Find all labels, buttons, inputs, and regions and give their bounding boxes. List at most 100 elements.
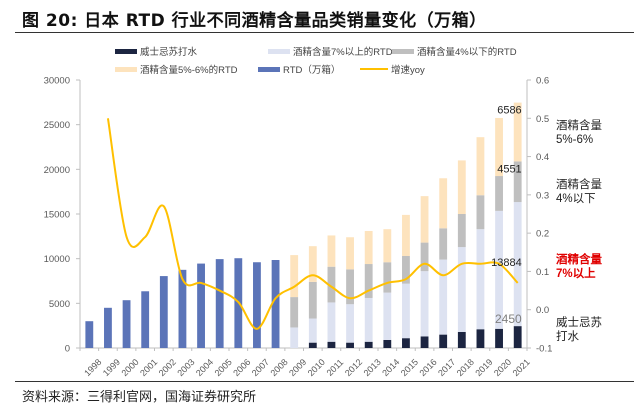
right-tick-label: -0.1 <box>536 344 552 355</box>
bar-whisky-soda <box>476 329 485 348</box>
bar-below4 <box>327 266 336 303</box>
figure-title: 图 20: 日本 RTD 行业不同酒精含量品类销量变化（万箱） <box>22 11 487 31</box>
x-tick-label: 2000 <box>119 357 140 378</box>
bar-below4 <box>495 176 503 211</box>
right-tick-label: 0.1 <box>536 267 549 278</box>
left-tick-label: 25000 <box>44 120 70 131</box>
chart: 0 5000 10000 15000 20000 25000 30000 -0.1 0.0 0.1… <box>44 76 553 379</box>
footer-divider <box>15 381 634 382</box>
bar-below4 <box>364 264 373 298</box>
right-tick-label: 0.6 <box>536 76 549 87</box>
bar-below4 <box>439 228 448 260</box>
bar-rtd <box>141 291 150 348</box>
left-tick-label: 10000 <box>44 254 70 265</box>
annotation-whisky: 威士忌苏 打水 <box>556 316 602 344</box>
bar-rtd <box>178 269 187 348</box>
legend-label-growth: 增速yoy <box>391 65 425 76</box>
bar-whisky-soda <box>402 338 410 348</box>
bar-mid5-6 <box>495 117 503 177</box>
legend-item-mid5_6: 酒精含量5%-6%的RTD <box>115 62 237 76</box>
data-label-below4: 4551 <box>497 163 521 175</box>
annotation-mid5-6-line1: 酒精含量 <box>556 120 602 132</box>
data-label-above7: 13884 <box>491 257 522 269</box>
bar-above7 <box>346 304 354 343</box>
bar-below4 <box>402 255 410 284</box>
bar-above7 <box>420 271 429 337</box>
annotation-below4: 酒精含量 4%以下 <box>556 178 602 206</box>
annotation-above7-line1: 酒精含量 <box>556 254 602 266</box>
legend-label-above7: 酒精含量7%以上的RTD <box>293 47 393 58</box>
bar-mid5-6 <box>308 246 317 282</box>
bar-below4 <box>346 269 354 305</box>
bar-rtd <box>271 260 280 348</box>
bar-rtd <box>122 300 131 348</box>
left-tick-label: 20000 <box>44 165 70 176</box>
x-tick-label: 2009 <box>287 357 308 378</box>
x-tick-label: 2010 <box>306 357 327 378</box>
bar-whisky-soda <box>327 341 336 348</box>
bar-mid5-6 <box>439 178 448 229</box>
bar-mid5-6 <box>513 102 522 162</box>
x-tick-label: 2012 <box>343 357 364 378</box>
bar-below4 <box>513 161 522 203</box>
bar-rtd <box>197 263 205 348</box>
legend-label-rtd: RTD（万箱） <box>283 65 341 76</box>
legend-swatch-above7 <box>268 48 290 54</box>
legend-item-whisky_soda: 威士忌苏打水 <box>115 44 197 58</box>
annotation-above7-line2: 7%以上 <box>556 268 596 280</box>
bar-above7 <box>308 318 317 343</box>
right-tick-label: 0.5 <box>536 114 549 125</box>
legend-swatch-whisky_soda <box>115 48 137 54</box>
x-tick-label: 2017 <box>436 357 457 378</box>
x-tick-label: 2016 <box>417 357 438 378</box>
left-tick-label: 30000 <box>44 76 70 87</box>
x-tick-label: 2021 <box>511 357 532 378</box>
legend-swatch-mid5_6 <box>115 66 137 72</box>
bar-rtd <box>85 321 94 348</box>
annotation-mid5-6: 酒精含量 5%-6% <box>556 119 602 147</box>
legend-swatch-below4 <box>392 48 414 54</box>
bar-whisky-soda <box>457 331 466 348</box>
bar-mid5-6 <box>420 196 429 243</box>
bar-mid5-6 <box>290 255 299 298</box>
annotation-below4-line1: 酒精含量 <box>556 179 602 191</box>
bar-rtd <box>215 259 224 348</box>
legend-item-below4: 酒精含量4%以下的RTD <box>392 44 517 58</box>
x-tick-label: 2013 <box>362 357 383 378</box>
data-label-mid5-6: 6586 <box>497 105 521 117</box>
bar-rtd <box>104 307 112 348</box>
bar-above7 <box>290 327 299 348</box>
bar-below4 <box>476 195 485 230</box>
source-note: 资料来源：三得利官网，国海证券研究所 <box>22 390 257 405</box>
right-tick-label: 0.4 <box>536 152 549 163</box>
x-tick-label: 2004 <box>194 357 215 378</box>
x-tick-label: 2020 <box>492 357 513 378</box>
annotation-whisky-line2: 打水 <box>556 331 579 343</box>
bar-above7 <box>513 202 522 327</box>
x-tick-label: 2008 <box>268 357 289 378</box>
legend-label-below4: 酒精含量4%以下的RTD <box>417 47 517 58</box>
bar-whisky-soda <box>346 342 354 348</box>
legend-item-growth: 增速yoy <box>360 62 425 76</box>
legend-label-whisky_soda: 威士忌苏打水 <box>140 47 198 58</box>
bar-whisky-soda <box>513 326 522 348</box>
x-tick-label: 2006 <box>231 357 252 378</box>
bar-whisky-soda <box>439 334 448 348</box>
x-tick-label: 2011 <box>325 357 346 378</box>
x-tick-label: 2002 <box>157 357 178 378</box>
legend-item-rtd: RTD（万箱） <box>258 62 340 76</box>
bar-whisky-soda <box>495 328 503 348</box>
right-tick-label: 0.3 <box>536 190 549 201</box>
bar-mid5-6 <box>327 235 336 267</box>
bar-rtd <box>253 262 261 348</box>
legend-swatch-growth <box>360 68 388 70</box>
bar-below4 <box>308 281 317 319</box>
bar-whisky-soda <box>364 341 373 348</box>
legend-swatch-rtd <box>258 66 280 72</box>
x-tick-label: 2018 <box>455 357 476 378</box>
bar-mid5-6 <box>476 137 485 196</box>
bar-whisky-soda <box>308 342 317 348</box>
bar-below4 <box>290 297 299 328</box>
x-tick-label: 2005 <box>213 357 234 378</box>
data-label-whisky-soda: 2450 <box>495 312 522 326</box>
